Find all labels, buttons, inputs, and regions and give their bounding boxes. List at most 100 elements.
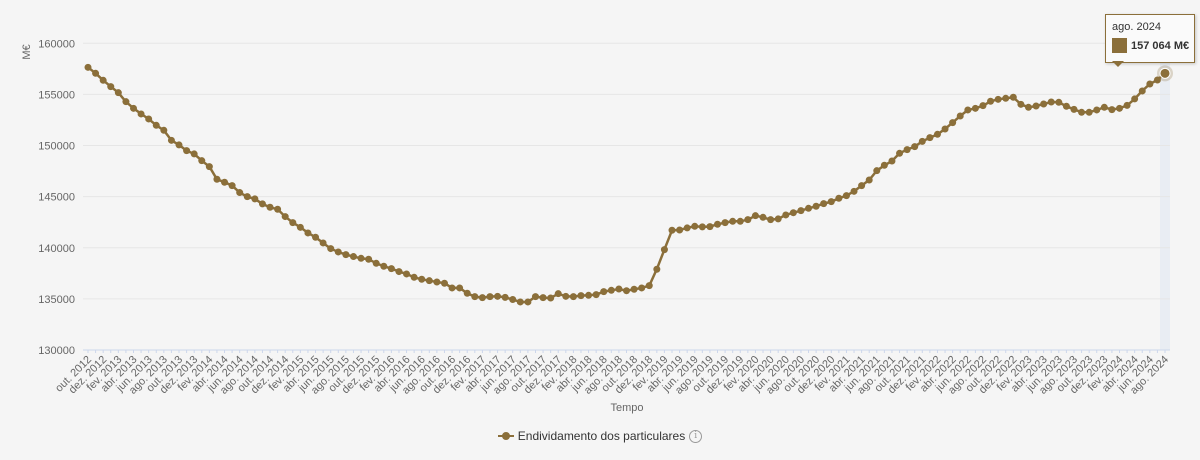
data-point <box>1047 98 1055 106</box>
data-point <box>926 134 934 142</box>
data-point <box>198 157 206 165</box>
data-point <box>1131 95 1139 103</box>
tooltip-arrow <box>1112 61 1124 67</box>
legend: Endividamento dos particulares i <box>0 429 1200 444</box>
data-point <box>274 205 282 213</box>
data-point <box>1115 104 1123 112</box>
data-point <box>410 273 418 281</box>
data-point <box>827 198 835 206</box>
data-point <box>888 157 896 165</box>
data-point <box>630 285 638 293</box>
data-point <box>289 219 297 227</box>
data-point <box>221 178 229 186</box>
data-point <box>979 102 987 110</box>
data-point <box>941 125 949 133</box>
data-point <box>243 193 251 201</box>
tooltip-date: ago. 2024 <box>1112 21 1161 33</box>
info-icon[interactable]: i <box>689 429 703 443</box>
data-point <box>1040 100 1048 108</box>
data-point <box>751 212 759 220</box>
data-point <box>698 223 706 231</box>
data-point <box>812 202 820 210</box>
y-tick-label: 145000 <box>38 192 75 204</box>
data-point <box>774 215 782 223</box>
data-point <box>99 76 107 84</box>
data-point <box>547 294 555 302</box>
data-point <box>600 288 608 296</box>
data-point <box>296 223 304 231</box>
data-point <box>395 268 403 276</box>
data-point <box>1009 93 1017 101</box>
data-point <box>691 222 699 230</box>
data-point <box>873 167 881 175</box>
x-axis-title: Tempo <box>610 402 643 414</box>
y-tick-label: 140000 <box>38 243 75 255</box>
data-point <box>258 200 266 208</box>
legend-item-endividamento[interactable]: Endividamento dos particulares i <box>497 429 703 443</box>
data-point <box>623 287 630 295</box>
data-point <box>312 233 320 241</box>
data-point <box>971 104 979 112</box>
data-point <box>190 150 198 158</box>
data-point <box>524 298 532 306</box>
data-point <box>1123 101 1131 109</box>
data-point <box>683 224 691 232</box>
data-point <box>714 220 722 228</box>
data-point <box>175 141 183 149</box>
data-point <box>319 239 327 247</box>
y-tick-label: 160000 <box>38 38 75 50</box>
data-point <box>736 217 744 225</box>
tooltip-swatch <box>1112 38 1127 53</box>
data-point <box>531 293 539 301</box>
data-point <box>835 194 843 202</box>
data-point <box>1138 87 1146 95</box>
data-point <box>1032 102 1040 110</box>
data-point <box>463 289 471 297</box>
data-point <box>562 292 570 300</box>
data-point <box>365 255 373 263</box>
tooltip: ago. 2024 157 064 M€ <box>1105 14 1195 63</box>
data-point <box>122 98 130 106</box>
data-point <box>1055 98 1063 106</box>
data-point <box>1100 103 1108 111</box>
tooltip-value: 157 064 M€ <box>1131 39 1190 52</box>
data-point <box>668 226 676 234</box>
data-point <box>721 219 729 227</box>
data-point <box>569 293 577 301</box>
data-point <box>380 262 388 270</box>
data-point <box>251 195 259 203</box>
data-point <box>205 163 213 171</box>
data-point <box>820 200 828 208</box>
data-point <box>729 217 737 225</box>
data-point <box>1062 102 1070 110</box>
data-point <box>130 104 138 112</box>
data-point <box>1078 108 1086 116</box>
data-point <box>236 189 244 197</box>
data-point <box>744 216 752 224</box>
data-point <box>676 226 684 234</box>
data-point <box>577 292 585 300</box>
data-point <box>1146 80 1154 88</box>
data-point <box>797 207 805 215</box>
data-point <box>403 270 411 278</box>
data-point <box>759 213 767 221</box>
data-point <box>994 95 1002 103</box>
data-point <box>228 182 236 190</box>
data-point <box>607 286 615 294</box>
data-point <box>137 110 145 118</box>
data-point <box>842 192 850 200</box>
data-point <box>918 137 926 145</box>
data-point <box>342 251 350 259</box>
data-point <box>903 146 911 154</box>
data-point <box>615 285 623 293</box>
data-point <box>782 211 790 219</box>
legend-label: Endividamento dos particulares <box>517 429 686 443</box>
data-point <box>501 293 509 301</box>
data-point <box>471 293 479 301</box>
data-point <box>281 213 289 221</box>
data-point <box>145 115 153 123</box>
data-point <box>660 246 668 254</box>
data-point <box>987 97 995 105</box>
data-point <box>880 161 888 169</box>
